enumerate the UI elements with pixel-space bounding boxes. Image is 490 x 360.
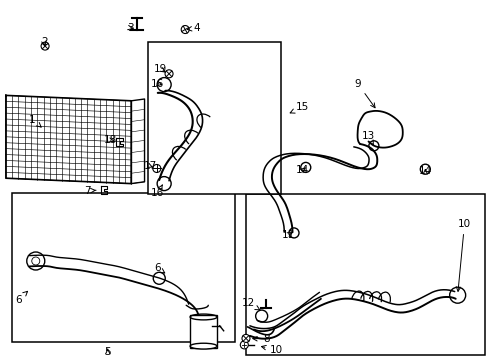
- Text: 13: 13: [362, 131, 375, 145]
- Text: 10: 10: [262, 345, 283, 355]
- Text: 18: 18: [104, 135, 118, 145]
- Text: 7: 7: [84, 186, 96, 196]
- Circle shape: [153, 165, 161, 172]
- Text: 4: 4: [187, 23, 200, 33]
- Text: 1: 1: [29, 114, 41, 127]
- Circle shape: [41, 42, 49, 50]
- Text: 15: 15: [290, 102, 310, 113]
- Polygon shape: [131, 99, 145, 184]
- Bar: [12, 193, 235, 342]
- Ellipse shape: [190, 343, 217, 349]
- Bar: [148, 42, 281, 194]
- Text: 17: 17: [144, 161, 157, 171]
- Text: 16: 16: [151, 185, 165, 198]
- Bar: [190, 315, 217, 348]
- Text: 9: 9: [354, 78, 375, 108]
- Text: 11: 11: [281, 230, 295, 240]
- Text: 2: 2: [41, 37, 48, 48]
- Text: 19: 19: [154, 64, 168, 74]
- Circle shape: [242, 334, 250, 342]
- Text: 6: 6: [154, 263, 165, 273]
- Text: 6: 6: [15, 291, 27, 305]
- Text: 12: 12: [241, 298, 260, 310]
- Circle shape: [181, 26, 189, 33]
- Text: 10: 10: [456, 219, 471, 291]
- Polygon shape: [6, 95, 131, 184]
- Text: 16: 16: [151, 78, 165, 89]
- Text: 8: 8: [253, 334, 270, 344]
- Text: 3: 3: [127, 23, 134, 33]
- Text: 5: 5: [104, 347, 111, 357]
- Circle shape: [165, 70, 173, 78]
- Text: 14: 14: [418, 166, 432, 176]
- Circle shape: [240, 341, 248, 349]
- Text: 14: 14: [296, 165, 310, 175]
- Bar: [246, 194, 485, 355]
